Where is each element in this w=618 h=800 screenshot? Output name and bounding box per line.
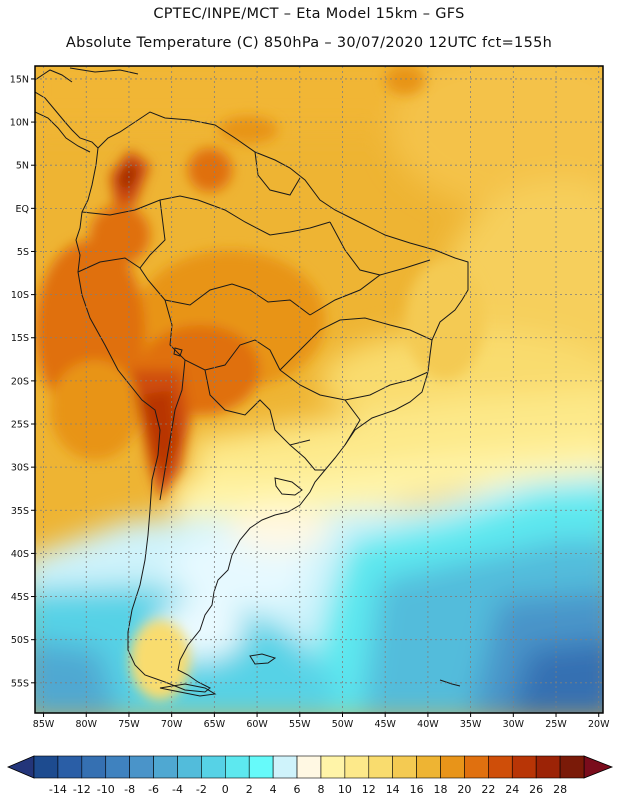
colorbar-label: 22 [481,783,495,796]
colorbar-under-arrow [6,755,35,779]
colorbar-swatch [488,755,513,779]
colorbar-label: 24 [505,783,519,796]
colorbar-swatch [296,755,322,779]
colorbar-label: 26 [529,783,543,796]
colorbar-swatch [464,755,489,779]
map-title-line-1: CPTEC/INPE/MCT – Eta Model 15km – GFS [153,6,465,22]
lat-tick-label: 35S [11,506,29,517]
colorbar-label: -2 [196,783,207,796]
lat-tick-label: 10N [10,118,29,129]
colorbar-swatch [129,755,154,779]
colorbar-label: 2 [246,783,253,796]
colorbar-label: 10 [338,783,352,796]
colorbar-label: 14 [386,783,400,796]
colorbar-swatch [535,755,561,779]
colorbar-label: 12 [362,783,376,796]
lon-tick-label: 75W [118,719,140,730]
colorbar-label: 16 [410,783,424,796]
colorbar-swatch [272,755,298,779]
colorbar-swatch [440,755,465,779]
colorbar-label: 0 [222,783,229,796]
colorbar-swatch [201,755,226,779]
longitude-axis: 85W 80W 75W 70W 65W 60W 55W 50W 45W 40W 35W 30W 25W 2… [33,713,610,730]
colorbar-label: 20 [457,783,471,796]
lon-tick-label: 20W [588,719,610,730]
lon-tick-label: 40W [417,719,439,730]
lat-tick-label: 30S [11,463,29,474]
lon-tick-label: 45W [374,719,396,730]
colorbar-label: -12 [73,783,91,796]
lon-tick-label: 85W [33,719,55,730]
colorbar-label: 18 [434,783,448,796]
colorbar-label: -8 [124,783,135,796]
colorbar-label: 4 [270,783,277,796]
colorbar-label: -6 [148,783,159,796]
lat-tick-label: 40S [11,549,29,560]
colorbar-swatch [225,755,250,779]
colorbar-swatch [33,755,59,779]
colorbar-label: 8 [317,783,324,796]
colorbar-swatch [81,755,107,779]
lat-tick-label: 5S [17,247,29,258]
colorbar-swatch [416,755,441,779]
lon-tick-label: 65W [204,719,226,730]
lat-tick-label: EQ [16,204,29,215]
lat-tick-label: 20S [11,376,29,387]
temperature-field [35,66,603,713]
colorbar-over-arrow [583,755,614,779]
lon-tick-label: 80W [76,719,98,730]
latitude-axis: 15N 10N 5N EQ 5S 10S 15S 20S 25S 30S 35S 40S 45S 50S 5… [10,74,35,689]
south-america-coastline [75,111,469,693]
colorbar-swatch [105,755,130,779]
lat-tick-label: 15N [10,74,29,85]
lat-tick-label: 5N [16,161,29,172]
lat-tick-label: 50S [11,635,29,646]
lon-tick-label: 35W [460,719,482,730]
colorbar-label: -14 [49,783,67,796]
colorbar-swatch [392,755,417,779]
colorbar-swatch [177,755,202,779]
lat-tick-label: 55S [11,678,29,689]
lon-tick-label: 60W [246,719,268,730]
colorbar-swatch [511,755,537,779]
colorbar: -14 -12 -10 -8 -6 -4 -2 0 2 4 6 8 10 12 14 16 18 20 22 24 26… [6,755,614,796]
colorbar-label: -4 [172,783,183,796]
colorbar-swatch [57,755,83,779]
lat-tick-label: 15S [11,333,29,344]
lat-tick-label: 10S [11,290,29,301]
colorbar-label: 6 [294,783,301,796]
lon-tick-label: 25W [545,719,567,730]
lon-tick-label: 30W [503,719,525,730]
colorbar-label: 28 [553,783,567,796]
coastlines [35,67,469,697]
colorbar-swatch [248,755,274,779]
colorbar-swatch [344,755,370,779]
lon-tick-label: 50W [332,719,354,730]
map-frame [34,65,604,714]
colorbar-label: -10 [97,783,115,796]
lon-tick-label: 70W [161,719,183,730]
lat-tick-label: 45S [11,592,29,603]
lon-tick-label: 55W [289,719,311,730]
colorbar-swatch [153,755,178,779]
colorbar-swatch [320,755,346,779]
colorbar-swatch [559,755,585,779]
lat-tick-label: 25S [11,420,29,431]
map-title-line-2: Absolute Temperature (C) 850hPa – 30/07/… [65,35,553,51]
colorbar-swatch [368,755,393,779]
